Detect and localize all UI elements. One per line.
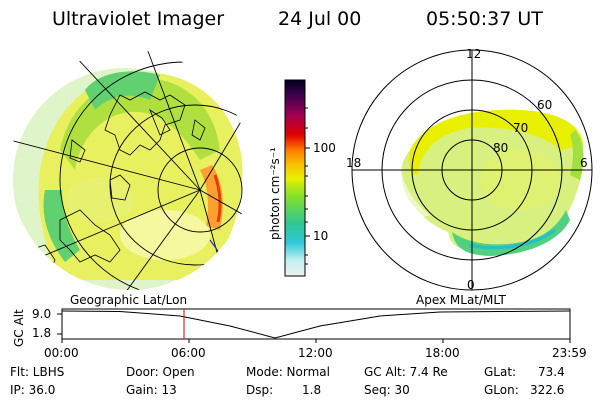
- mlt-label-6: 6: [580, 156, 588, 170]
- glat-label: GLat:: [484, 365, 517, 379]
- app-title: Ultraviolet Imager: [52, 8, 225, 30]
- mode-info: Mode: Normal: [246, 365, 330, 379]
- gain-info: Gain: 13: [126, 383, 177, 397]
- time-tick-1800: 18:00: [425, 346, 460, 360]
- dsp-value: 1.8: [302, 383, 322, 397]
- filter-info: Flt: LBHS: [10, 365, 65, 379]
- alt-tick-1.8: 1.8: [32, 326, 51, 340]
- left-map-label: Geographic Lat/Lon: [70, 293, 187, 307]
- colorbar: 100 10 photon cm⁻²s⁻¹: [268, 79, 336, 277]
- polar-plot: 12 18 6 0 60 70 80: [346, 47, 593, 292]
- glon-label: GLon:: [484, 383, 519, 397]
- ip-info: IP: 36.0: [10, 383, 56, 397]
- time-tick-0000: 00:00: [44, 346, 79, 360]
- right-map-label: Apex MLat/MLT: [416, 293, 506, 307]
- glat-value: 73.4: [538, 365, 565, 379]
- mlt-label-12: 12: [466, 47, 481, 61]
- glon-value: 322.6: [530, 383, 565, 397]
- seq-info: Seq: 30: [364, 383, 410, 397]
- colorbar-tick-10: 10: [313, 229, 328, 243]
- mlt-label-18: 18: [346, 156, 361, 170]
- colorbar-unit-label: photon cm⁻²s⁻¹: [268, 147, 282, 240]
- alt-axis-label: GC Alt: [12, 309, 26, 347]
- lat-label-80: 80: [493, 141, 508, 155]
- door-info: Door: Open: [126, 365, 195, 379]
- image-date: 24 Jul 00: [278, 8, 362, 30]
- lat-label-60: 60: [537, 98, 552, 112]
- geographic-image: [10, 50, 250, 290]
- altitude-panel: Geographic Lat/Lon Apex MLat/MLT 9.0 1.8…: [12, 293, 587, 360]
- dsp-label: Dsp:: [246, 383, 274, 397]
- lat-label-70: 70: [513, 121, 528, 135]
- mlt-label-0: 0: [467, 278, 475, 292]
- gc-alt-info: GC Alt: 7.4 Re: [364, 365, 448, 379]
- time-tick-0600: 06:00: [171, 346, 206, 360]
- time-tick-2359: 23:59: [552, 346, 587, 360]
- colorbar-tick-100: 100: [313, 141, 336, 155]
- image-time: 05:50:37 UT: [426, 8, 543, 30]
- time-tick-1200: 12:00: [298, 346, 333, 360]
- alt-tick-9: 9.0: [32, 307, 51, 321]
